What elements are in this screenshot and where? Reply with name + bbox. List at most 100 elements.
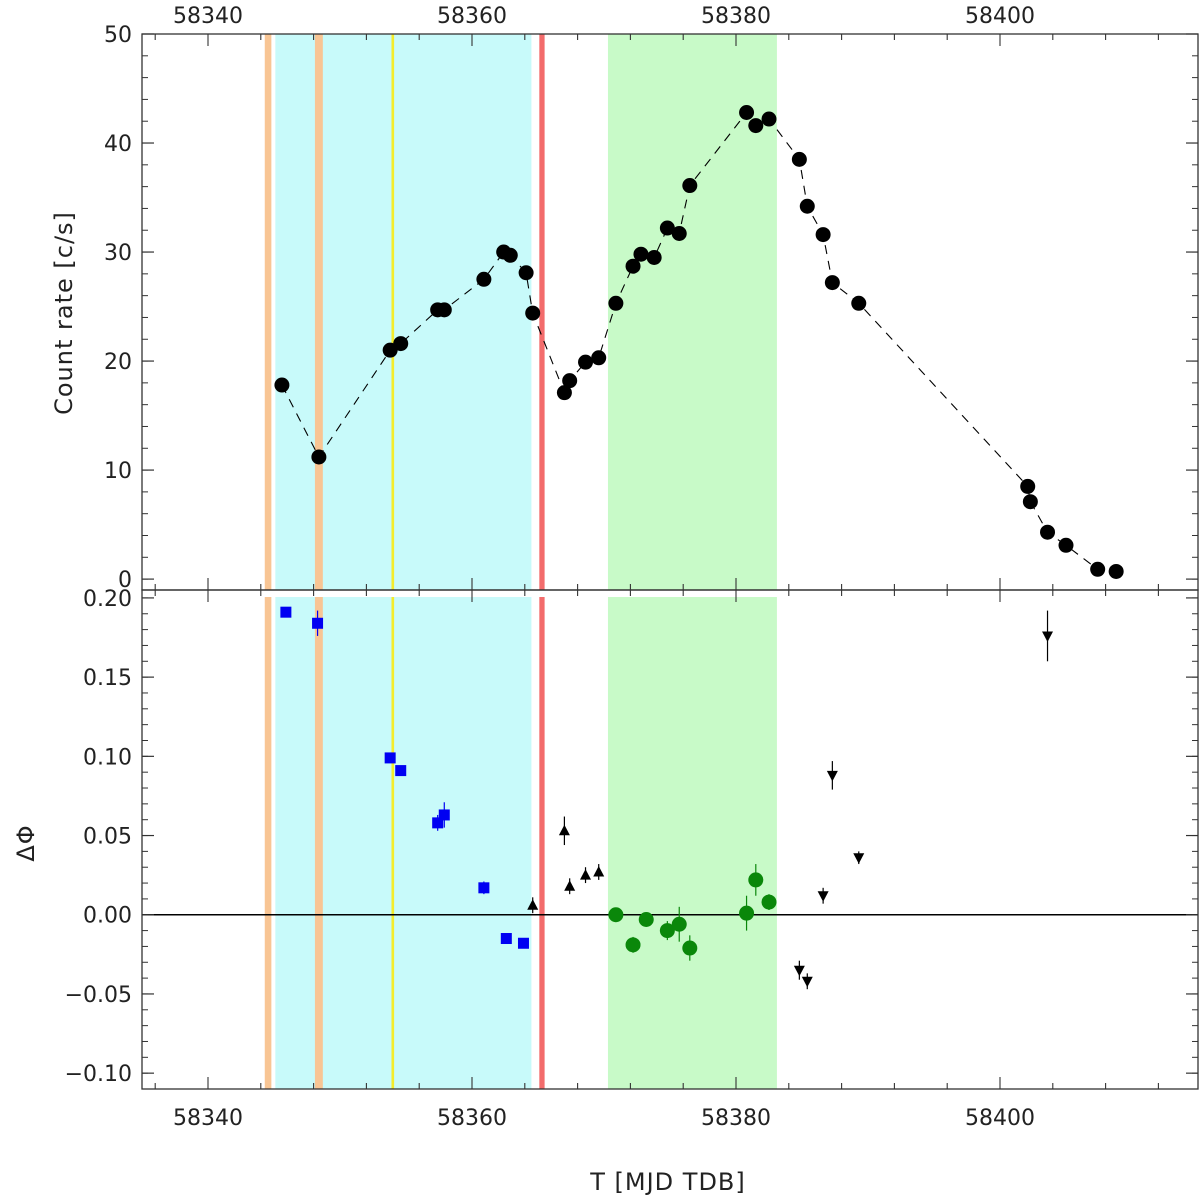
data-point-0-0-28 [824,275,840,291]
y-tick-label-0-0: 0 [118,568,132,593]
data-point-0-0-20 [671,226,687,242]
data-point-0-0-30 [1020,478,1036,494]
x-tick-label-top-2: 58380 [701,4,771,29]
data-point-0-0-8 [502,247,518,263]
y-tick-label-0-2: 20 [104,350,132,375]
data-point-1-2-1 [625,937,641,953]
data-point-1-2-4 [671,916,687,932]
data-point-0-0-14 [591,350,607,366]
shaded-region-0-5 [539,34,545,590]
shaded-region-0-2 [264,34,272,590]
data-point-1-2-3 [659,923,675,939]
data-point-1-0-2 [384,752,396,764]
data-point-0-0-3 [393,336,409,352]
x-tick-label-bottom-0: 58340 [173,1106,243,1131]
data-point-0-0-33 [1058,537,1074,553]
data-point-1-2-0 [608,907,624,923]
data-point-0-0-1 [311,449,327,465]
data-point-0-0-21 [682,178,698,194]
shaded-region-0-0 [275,34,532,590]
y-tick-label-0-4: 40 [104,132,132,157]
data-point-0-0-16 [625,258,641,274]
y-tick-label-1-3: 0.05 [83,825,132,850]
phase-residual-panel: −0.10 −0.05 0.00 0.05 0.10 0.15 0.20 [65,587,1199,1090]
x-tick-label-bottom-3: 58400 [965,1106,1035,1131]
data-point-1-1-2 [564,880,576,891]
data-point-0-0-22 [739,104,755,120]
data-point-0-0-32 [1040,524,1056,540]
x-tick-label-bottom-1: 58360 [437,1106,507,1131]
count-rate-panel: 0 10 20 30 40 50 [104,23,1199,593]
data-point-0-0-6 [476,271,492,287]
y-tick-label-1-5: 0.15 [83,666,132,691]
x-tick-label-bottom-2: 58380 [701,1106,771,1131]
data-point-0-0-27 [815,227,831,243]
data-point-0-0-10 [525,305,541,321]
x-tick-label-top-0: 58340 [173,4,243,29]
data-point-0-0-17 [633,246,649,262]
data-point-1-0-5 [438,809,450,821]
data-point-1-2-7 [748,872,764,888]
data-point-0-0-23 [748,118,764,134]
y-tick-label-1-1: −0.05 [65,983,132,1008]
data-point-0-0-0 [274,377,290,393]
data-point-0-0-18 [646,249,662,265]
shaded-region-1-2 [264,597,272,1089]
data-point-1-0-6 [478,882,490,894]
y-tick-label-0-1: 10 [104,459,132,484]
data-point-1-1-0 [527,899,539,910]
count-rate-axis-title: Count rate [c/s] [50,211,78,415]
data-point-1-0-3 [395,765,407,777]
shaded-region-1-3 [314,597,323,1089]
data-point-0-0-26 [799,198,815,214]
data-point-0-0-15 [608,295,624,311]
y-tick-label-1-2: 0.00 [83,904,132,929]
data-point-1-0-8 [517,937,529,949]
data-point-1-1-1 [558,824,570,836]
data-point-1-1-4 [593,865,605,877]
data-point-1-0-1 [312,617,324,629]
y-tick-label-0-5: 50 [104,23,132,48]
data-point-1-0-7 [500,933,512,945]
shaded-region-1-5 [539,597,545,1089]
x-tick-label-top-3: 58400 [965,4,1035,29]
phase-axis-title: ΔΦ [12,824,40,861]
data-point-0-0-34 [1090,561,1106,577]
y-tick-label-1-4: 0.10 [83,745,132,770]
data-point-0-0-13 [578,354,594,370]
shaded-region-1-0 [275,597,532,1089]
shaded-region-1-1 [607,597,777,1089]
shaded-region-0-4 [391,34,395,590]
data-point-0-0-24 [761,111,777,127]
data-point-0-0-31 [1022,494,1038,510]
data-point-1-2-8 [761,894,777,910]
data-point-1-3-5 [1042,631,1054,642]
data-point-0-0-25 [791,151,807,167]
x-tick-label-top-1: 58360 [437,4,507,29]
y-tick-label-1-6: 0.20 [83,587,132,612]
data-point-0-0-29 [851,295,867,311]
x-axis-title: T [MJD TDB] [589,1168,746,1196]
data-point-0-0-12 [562,373,578,389]
data-point-1-3-1 [801,976,813,988]
data-point-0-0-9 [518,265,534,281]
data-point-1-3-0 [793,965,805,977]
shaded-region-1-4 [391,597,395,1089]
data-point-0-0-5 [436,302,452,318]
data-point-1-0-0 [280,606,292,618]
data-point-0-0-11 [556,385,572,401]
panel-frame-1 [141,589,1199,1090]
data-point-1-2-5 [682,940,698,956]
data-point-0-0-35 [1108,563,1124,579]
data-point-1-1-3 [580,869,592,880]
y-tick-label-1-0: −0.10 [65,1062,132,1087]
data-point-1-0-4 [432,817,444,829]
data-point-1-2-2 [638,911,654,927]
shaded-region-0-3 [314,34,323,590]
data-point-1-3-3 [826,770,838,782]
y-tick-label-0-3: 30 [104,241,132,266]
data-point-1-2-6 [739,905,755,921]
data-point-0-0-19 [659,220,675,236]
data-point-1-3-4 [853,853,865,864]
